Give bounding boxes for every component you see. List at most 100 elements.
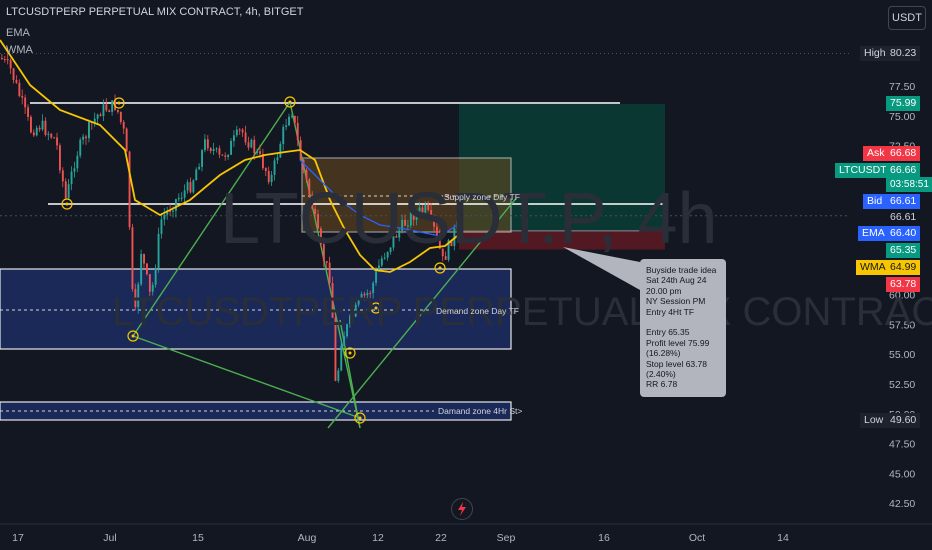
candle-body <box>267 170 270 183</box>
time-tick-label: 14 <box>777 532 789 544</box>
candle-body <box>383 257 386 259</box>
candle-body <box>372 282 375 294</box>
candlestick <box>285 118 288 131</box>
candle-body <box>427 204 430 211</box>
candle-body <box>1 58 3 60</box>
candlestick <box>253 135 256 160</box>
candlestick <box>47 131 50 141</box>
candlestick <box>401 214 404 234</box>
candlestick <box>430 203 433 221</box>
candle-body <box>192 180 195 193</box>
candle-body <box>50 133 53 138</box>
currency-button[interactable]: USDT <box>888 6 926 30</box>
candlestick <box>140 249 143 287</box>
candlestick <box>192 179 195 194</box>
demand-zone-4h-box <box>0 401 512 421</box>
candle-body <box>247 142 250 148</box>
ask-value: 66.68 <box>886 146 921 161</box>
candlestick <box>154 264 157 288</box>
candlestick <box>99 112 102 117</box>
candle-body <box>93 118 96 123</box>
candle-body <box>256 151 259 154</box>
candlestick <box>305 168 308 183</box>
candlestick <box>157 227 160 273</box>
candle-body <box>21 96 24 98</box>
candle-body <box>296 122 299 141</box>
candle-body <box>27 107 29 117</box>
indicator-ema-label[interactable]: EMA <box>6 27 30 39</box>
price-tick-label: 77.50 <box>889 81 915 93</box>
price-tick-label: 75.00 <box>889 111 915 123</box>
candlestick <box>160 212 163 239</box>
time-tick-label: 17 <box>12 532 24 544</box>
candle-body <box>88 122 90 139</box>
candlestick <box>44 117 47 137</box>
candlestick <box>206 135 209 152</box>
candle-body <box>122 121 125 129</box>
candlestick <box>50 132 53 140</box>
swing-point-marker-1 <box>113 97 125 109</box>
candlestick <box>93 112 96 127</box>
candle-body <box>209 148 212 152</box>
candlestick <box>337 367 340 383</box>
swing-point-marker-2 <box>61 198 73 210</box>
candlestick <box>415 209 418 226</box>
candlestick <box>288 113 290 126</box>
candlestick <box>218 145 221 159</box>
candle-body <box>380 258 383 266</box>
candlestick <box>424 201 427 216</box>
lightning-icon[interactable] <box>451 498 473 520</box>
ask-label: Ask <box>863 146 889 161</box>
indicator-wma-label[interactable]: WMA <box>6 44 33 56</box>
stop-value: 63.78 <box>886 277 921 292</box>
candlestick <box>148 273 151 296</box>
candle-body <box>96 114 99 119</box>
ema-line <box>299 159 463 237</box>
candlestick <box>392 236 395 251</box>
candlestick <box>30 114 32 134</box>
candlestick <box>331 276 334 318</box>
candlestick <box>70 166 73 191</box>
candlestick <box>122 119 125 135</box>
candle-body <box>6 59 9 61</box>
candle-body <box>259 151 261 154</box>
candlestick <box>383 252 386 260</box>
candle-body <box>215 148 218 150</box>
candle-body <box>15 80 18 83</box>
candle-body <box>386 252 389 258</box>
candle-body <box>56 137 58 146</box>
candlestick <box>250 138 253 149</box>
wma-value: 64.99 <box>886 260 921 275</box>
candle-body <box>343 336 346 346</box>
candlestick <box>247 136 250 151</box>
candlestick <box>21 89 24 105</box>
candlestick <box>441 248 444 262</box>
candlestick <box>322 237 325 268</box>
candlestick <box>35 125 38 137</box>
time-tick-label: Sep <box>497 532 516 544</box>
candlestick <box>64 178 67 200</box>
trade-idea-note[interactable]: Buyside trade idea Sat 24th Aug 24 20.00… <box>640 259 726 397</box>
candlestick <box>119 111 122 125</box>
candlestick <box>204 134 206 153</box>
candlestick <box>334 313 337 382</box>
candle-body <box>201 150 203 167</box>
candlestick <box>9 58 12 74</box>
candle-body <box>273 160 276 175</box>
candle-body <box>3 59 6 61</box>
price-tick-label: 42.50 <box>889 498 915 510</box>
candle-body <box>137 284 140 308</box>
candle-body <box>317 214 319 229</box>
candlestick <box>125 127 128 152</box>
candle-body <box>44 120 47 135</box>
time-tick-label: Jul <box>103 532 116 544</box>
candle-body <box>108 110 111 112</box>
candlestick <box>67 178 70 200</box>
symbol-title[interactable]: LTCUSDTPERP PERPETUAL MIX CONTRACT, 4h, … <box>6 6 304 18</box>
swing-point-dot-3 <box>131 334 135 338</box>
candlestick <box>230 138 232 156</box>
candle-body <box>328 262 331 284</box>
candlestick <box>117 109 119 114</box>
candlestick <box>215 147 218 153</box>
